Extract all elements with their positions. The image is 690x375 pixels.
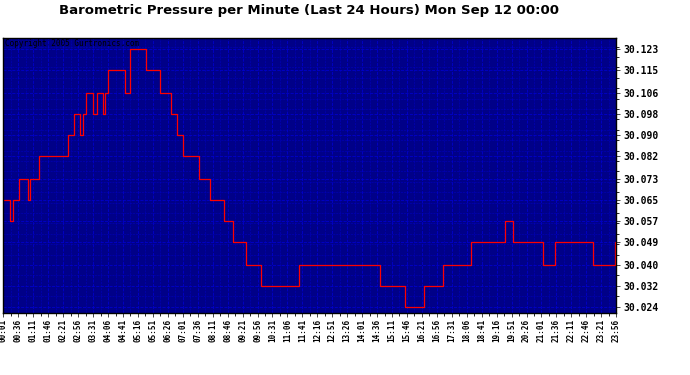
Text: Copyright 2005 Gurtronics.com: Copyright 2005 Gurtronics.com xyxy=(5,39,139,48)
Text: Barometric Pressure per Minute (Last 24 Hours) Mon Sep 12 00:00: Barometric Pressure per Minute (Last 24 … xyxy=(59,4,559,17)
